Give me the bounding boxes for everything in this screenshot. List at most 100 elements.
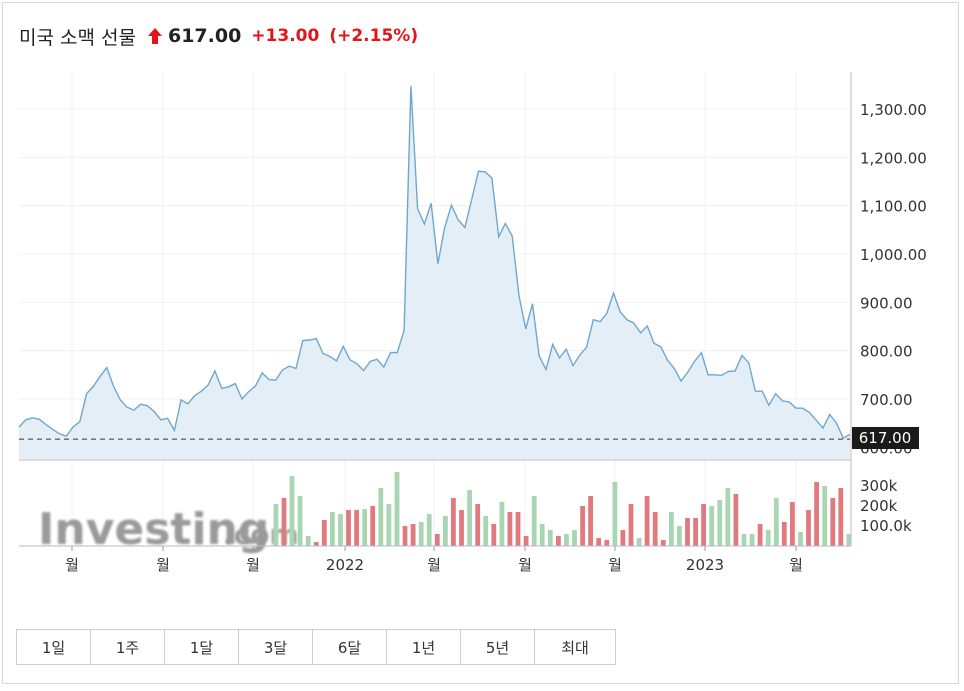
- range-button-max[interactable]: 최대: [535, 630, 615, 664]
- volume-bar: [346, 510, 351, 546]
- volume-bar: [806, 510, 811, 546]
- volume-bar: [426, 514, 432, 546]
- price-tag-box: [852, 427, 919, 449]
- range-button-1w[interactable]: 1주: [91, 630, 165, 664]
- volume-bar: [434, 534, 440, 546]
- volume-bar: [588, 496, 593, 546]
- y-tick-label: 1,000.00: [860, 246, 927, 264]
- volume-bar: [604, 540, 610, 546]
- volume-bar: [733, 494, 739, 546]
- volume-bar: [531, 496, 537, 546]
- investing-watermark: Investing .com: [38, 504, 299, 555]
- volume-bar: [669, 512, 674, 546]
- instrument-title: 미국 소맥 선물: [19, 26, 136, 49]
- volume-bar: [523, 536, 529, 546]
- x-tick-label: 월: [518, 556, 532, 574]
- volume-bar: [798, 532, 803, 546]
- volume-bar: [556, 536, 561, 546]
- volume-bar: [281, 498, 287, 546]
- volume-bar: [781, 522, 787, 546]
- volume-bar: [547, 530, 553, 546]
- volume-bar: [362, 509, 368, 546]
- y-tick-label: 1,300.00: [860, 101, 927, 119]
- volume-bar: [765, 530, 771, 546]
- volume-bar: [749, 534, 755, 546]
- volume-bar: [822, 486, 828, 546]
- x-tick-label: 월: [608, 556, 622, 574]
- volume-bar: [459, 510, 464, 546]
- volume-bar: [717, 500, 723, 546]
- volume-bar: [443, 516, 448, 546]
- volume-bar: [572, 530, 577, 546]
- volume-bar: [620, 530, 626, 546]
- volume-bar: [483, 516, 489, 546]
- volume-bar: [539, 524, 545, 546]
- x-tick-label: 월: [156, 556, 170, 574]
- volume-bar: [297, 496, 303, 546]
- volume-tick-label: 200k: [860, 497, 898, 515]
- range-button-5y[interactable]: 5년: [461, 630, 535, 664]
- volume-bar: [330, 512, 335, 546]
- volume-bar: [652, 512, 658, 546]
- volume-bar: [515, 512, 521, 546]
- y-tick-label: 800.00: [860, 343, 913, 361]
- volume-bar: [410, 524, 416, 546]
- volume-bar: [814, 482, 819, 546]
- x-tick-label: 월: [246, 556, 260, 574]
- y-tick-label: 700.00: [860, 391, 913, 409]
- x-tick-label: 월: [65, 556, 79, 574]
- volume-bar: [289, 476, 295, 546]
- price-tag: 617.00: [852, 427, 919, 449]
- volume-bar: [685, 518, 690, 546]
- volume-bar: [838, 488, 844, 546]
- price-area: [18, 85, 851, 460]
- volume-bar: [790, 502, 795, 546]
- volume-bar: [580, 506, 585, 546]
- volume-bar: [378, 488, 384, 546]
- volume-bar: [846, 534, 852, 546]
- volume-bar: [273, 504, 279, 546]
- volume-bar: [757, 524, 763, 546]
- volume-bar: [499, 502, 505, 546]
- volume-bar: [507, 512, 513, 546]
- volume-bar: [451, 498, 456, 546]
- volume-bar: [773, 498, 779, 546]
- range-button-3m[interactable]: 3달: [239, 630, 313, 664]
- volume-bar: [677, 526, 682, 546]
- up-arrow-icon: [147, 28, 162, 44]
- volume-bar: [475, 504, 481, 546]
- volume-bar: [830, 498, 836, 546]
- price-line: [18, 85, 851, 440]
- chart-header: 미국 소맥 선물 617.00 +13.00 (+2.15%): [19, 21, 418, 51]
- price-change: +13.00: [251, 26, 320, 46]
- volume-bar: [305, 536, 311, 546]
- volume-tick-label: 100.0k: [860, 517, 912, 535]
- volume-bar: [628, 504, 634, 546]
- volume-bar: [693, 518, 698, 546]
- range-button-6m[interactable]: 6달: [313, 630, 387, 664]
- volume-bars: [273, 472, 852, 546]
- volume-bar: [394, 472, 400, 546]
- range-button-1y[interactable]: 1년: [387, 630, 461, 664]
- x-tick-label: 2022: [326, 556, 364, 574]
- volume-bar: [402, 526, 408, 546]
- volume-bar: [313, 542, 319, 546]
- volume-bar: [321, 520, 327, 546]
- range-button-1m[interactable]: 1달: [165, 630, 239, 664]
- volume-bar: [636, 538, 642, 546]
- volume-bar: [644, 496, 650, 546]
- price-change-percent: (+2.15%): [329, 26, 419, 46]
- volume-bar: [701, 504, 706, 546]
- range-button-1d[interactable]: 1일: [17, 630, 91, 664]
- volume-bar: [467, 490, 472, 546]
- volume-bar: [596, 538, 602, 546]
- y-tick-label: 900.00: [860, 294, 913, 312]
- volume-bar: [741, 534, 747, 546]
- volume-bar: [725, 488, 731, 546]
- volume-bar: [564, 534, 569, 546]
- x-tick-label: 월: [427, 556, 441, 574]
- volume-bar: [370, 506, 376, 546]
- volume-bar: [386, 504, 392, 546]
- price-area-fill: [19, 85, 850, 460]
